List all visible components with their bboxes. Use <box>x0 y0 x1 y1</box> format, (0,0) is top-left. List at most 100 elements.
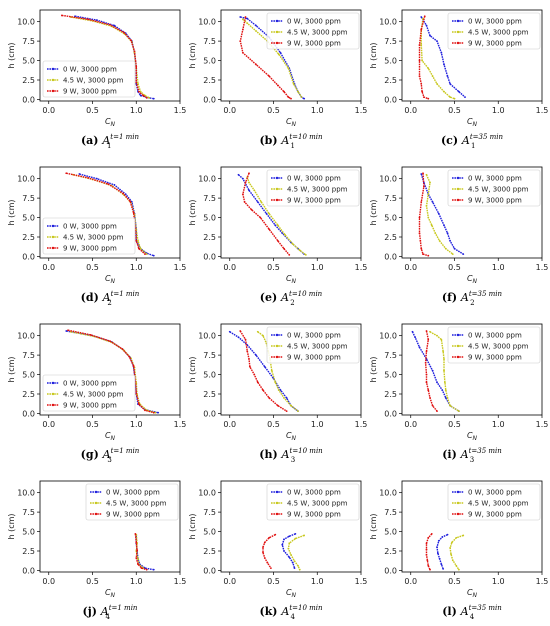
axes-frame <box>220 166 362 259</box>
series-line-2 <box>242 172 290 256</box>
data-point <box>427 193 430 196</box>
legend-box <box>42 217 136 255</box>
series-line-1 <box>429 331 460 412</box>
data-point <box>291 243 294 245</box>
data-point <box>259 216 262 219</box>
data-point <box>246 350 249 353</box>
data-point <box>293 567 296 570</box>
legend-marker <box>456 355 460 359</box>
data-point <box>294 537 297 540</box>
x-tick-label: 0.5 <box>448 263 461 272</box>
legend-label: 0 W, 3000 ppm <box>63 66 117 74</box>
data-point <box>427 338 430 341</box>
y-tick-label: 0.0 <box>384 409 397 418</box>
data-point <box>427 564 430 567</box>
legend-box <box>85 483 179 521</box>
subplot-caption: (b) At=10 min 1 <box>259 133 323 150</box>
data-point <box>436 410 438 413</box>
data-point <box>290 553 292 556</box>
data-point <box>135 239 138 242</box>
data-point <box>239 40 242 43</box>
data-point <box>425 381 428 384</box>
legend-label: 0 W, 3000 ppm <box>468 489 522 497</box>
data-point <box>255 24 257 27</box>
data-point <box>441 389 444 392</box>
subplot-caption: (k) At=10 min 4 <box>259 604 323 621</box>
data-point <box>128 355 131 358</box>
data-point <box>145 96 148 99</box>
legend: 0 W, 3000 ppm 4.5 W, 3000 ppm 9 W, 3000 pp… <box>447 483 541 521</box>
data-point <box>427 389 430 392</box>
data-point <box>134 532 137 535</box>
legend-box <box>42 60 136 98</box>
y-tick-label: 10.0 <box>17 489 35 498</box>
data-point <box>424 361 427 364</box>
data-point <box>431 369 434 372</box>
data-point <box>281 543 284 546</box>
data-point <box>243 201 246 203</box>
legend-marker <box>456 490 460 494</box>
data-point <box>421 90 424 93</box>
data-point <box>288 253 291 256</box>
data-point <box>429 34 431 37</box>
legend-marker <box>51 392 55 396</box>
y-tick-label: 10.0 <box>379 175 397 184</box>
data-point <box>449 546 452 549</box>
data-point <box>109 23 111 26</box>
legend-label: 0 W, 3000 ppm <box>287 175 341 183</box>
subplot-2: 0.0 0.5 1.0 1.5 0.0 2.5 5.0 7.5 10.0 h (cm) CN 0 W,… <box>188 9 367 150</box>
y-axis-label: h (cm) <box>188 513 197 539</box>
legend-label: 4.5 W, 3000 ppm <box>287 343 348 351</box>
y-axis-label: h (cm) <box>7 356 16 382</box>
legend-marker <box>94 501 98 505</box>
data-point <box>239 16 242 18</box>
legend-marker <box>456 333 460 337</box>
x-axis-label: CN <box>105 117 116 128</box>
legend: 0 W, 3000 ppm 4.5 W, 3000 ppm 9 W, 3000 pp… <box>266 169 360 207</box>
x-axis-label: CN <box>467 588 478 599</box>
data-point <box>285 396 288 399</box>
legend-marker <box>456 187 460 191</box>
series-line-1 <box>287 534 305 570</box>
data-point <box>288 556 291 559</box>
y-tick-label: 10.0 <box>17 332 35 341</box>
data-point <box>268 75 271 78</box>
data-point <box>276 404 279 407</box>
series-line-1 <box>449 534 464 571</box>
data-point <box>129 200 132 203</box>
x-tick-label: 0.0 <box>223 263 236 272</box>
data-point <box>274 381 277 384</box>
legend: 0 W, 3000 ppm 4.5 W, 3000 ppm 9 W, 3000 pp… <box>266 483 360 521</box>
x-tick-label: 0.0 <box>42 577 55 586</box>
data-point <box>65 172 68 175</box>
x-tick-label: 1.0 <box>311 106 324 115</box>
x-tick-label: 0.5 <box>267 263 280 272</box>
data-point <box>436 40 438 43</box>
x-tick-label: 1.0 <box>492 577 505 586</box>
data-point <box>418 216 421 219</box>
y-tick-label: 10.0 <box>198 175 216 184</box>
legend-label: 0 W, 3000 ppm <box>63 223 117 231</box>
data-point <box>237 336 240 339</box>
x-tick-label: 0.5 <box>86 577 99 586</box>
legend-label: 9 W, 3000 ppm <box>106 511 160 519</box>
data-point <box>248 358 250 360</box>
data-point <box>276 84 279 87</box>
x-axis-label: CN <box>286 274 297 285</box>
series-line-1 <box>135 534 144 569</box>
data-point <box>443 224 445 227</box>
y-tick-label: 0.0 <box>203 566 216 575</box>
data-point <box>132 211 135 214</box>
data-point <box>78 173 81 175</box>
series-line-1 <box>242 18 303 98</box>
data-point <box>135 557 138 559</box>
axes-frame <box>39 480 181 573</box>
legend-marker <box>51 246 55 250</box>
x-tick-label: 0.0 <box>404 106 417 115</box>
x-tick-label: 0.5 <box>267 420 280 429</box>
series-line-2 <box>425 533 433 570</box>
data-point <box>276 224 279 227</box>
data-point <box>87 18 90 21</box>
data-point <box>135 65 138 68</box>
legend-label: 4.5 W, 3000 ppm <box>468 29 529 37</box>
